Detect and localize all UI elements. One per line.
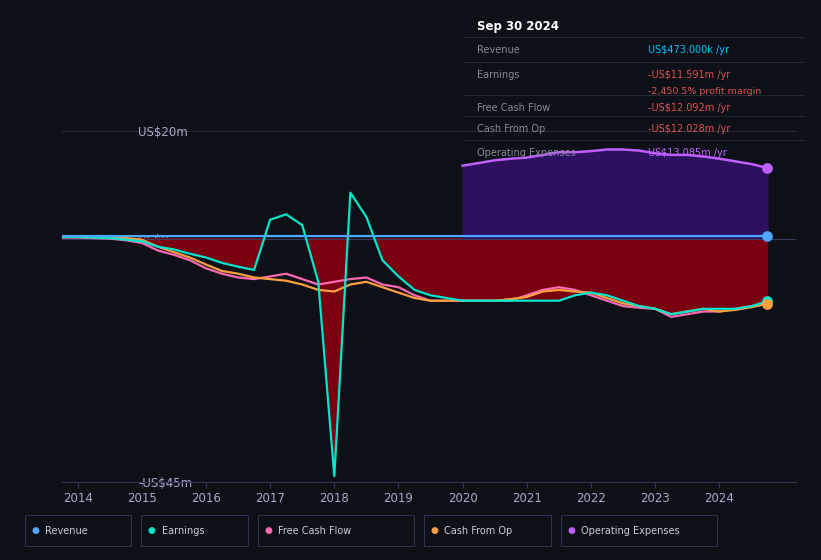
Text: -US$12.028m /yr: -US$12.028m /yr [648,124,730,134]
Text: Earnings: Earnings [162,526,204,535]
Point [761,164,774,172]
Text: -US$12.092m /yr: -US$12.092m /yr [648,102,730,113]
Text: -2,450.5% profit margin: -2,450.5% profit margin [648,87,761,96]
Point [761,299,774,308]
Text: Cash From Op: Cash From Op [478,124,546,134]
Point [761,297,774,306]
Text: ●: ● [430,526,438,535]
Text: Revenue: Revenue [45,526,88,535]
Point [761,232,774,241]
Text: Operating Expenses: Operating Expenses [581,526,680,535]
Text: Operating Expenses: Operating Expenses [478,148,576,158]
Text: Sep 30 2024: Sep 30 2024 [478,20,559,32]
Text: ●: ● [148,526,156,535]
Text: -US$11.591m /yr: -US$11.591m /yr [648,70,730,80]
Text: ●: ● [31,526,39,535]
Text: ●: ● [567,526,576,535]
Text: ●: ● [264,526,273,535]
Text: Free Cash Flow: Free Cash Flow [278,526,351,535]
Text: Cash From Op: Cash From Op [444,526,512,535]
Text: Earnings: Earnings [478,70,520,80]
Text: US$13.085m /yr: US$13.085m /yr [648,148,727,158]
Text: Revenue: Revenue [478,45,521,55]
Text: Free Cash Flow: Free Cash Flow [478,102,551,113]
Text: US$473.000k /yr: US$473.000k /yr [648,45,729,55]
